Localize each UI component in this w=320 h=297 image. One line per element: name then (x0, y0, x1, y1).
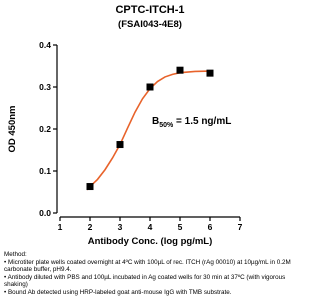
annotation-rest: = 1.5 ng/mL (173, 116, 231, 127)
x-tick-label: 6 (208, 222, 213, 232)
data-point (146, 83, 154, 91)
method: Method: Microtiter plate wells coated ov… (4, 251, 296, 297)
x-axis-label: Antibody Conc. (log pg/mL) (88, 236, 213, 247)
page: {"chart_data": {"type": "scatter", "titl… (0, 0, 300, 294)
data-point (206, 69, 214, 77)
method-item: Bound Ab detected using HRP-labeled goat… (4, 289, 296, 297)
fit-curve (86, 70, 213, 191)
x-tick-label: 3 (118, 222, 123, 232)
data-point (86, 183, 94, 191)
y-tick-label: 0.4 (39, 40, 51, 50)
method-list: Microtiter plate wells coated overnight … (4, 259, 296, 297)
chart: CPTC-ITCH-1 (FSAI043-4E8) Antibody Conc.… (7, 4, 243, 247)
y-tick-label: 0.0 (39, 208, 51, 218)
y-tick-label: 0.2 (39, 124, 51, 134)
data-point (116, 141, 124, 149)
x-tick-label: 1 (58, 222, 63, 232)
method-item: Microtiter plate wells coated overnight … (4, 259, 296, 274)
x-tick-label: 5 (178, 222, 183, 232)
x-tick-label: 4 (148, 222, 153, 232)
y-tick-label: 0.3 (39, 82, 51, 92)
x-tick-label: 7 (238, 222, 243, 232)
annotation-main: B (152, 116, 159, 127)
data-point (176, 66, 184, 74)
x-tick-label: 2 (88, 222, 93, 232)
y-tick-label: 0.1 (39, 166, 51, 176)
annotation: B50% = 1.5 ng/mL (152, 116, 231, 129)
chart-subtitle: (FSAI043-4E8) (118, 19, 182, 30)
y-axis-label: OD 450nm (7, 106, 18, 153)
annotation-sub: 50% (159, 122, 174, 129)
chart-title: CPTC-ITCH-1 (115, 4, 184, 16)
method-title: Method: (4, 251, 27, 258)
method-item: Antibody diluted with PBS and 100µL incu… (4, 274, 296, 289)
